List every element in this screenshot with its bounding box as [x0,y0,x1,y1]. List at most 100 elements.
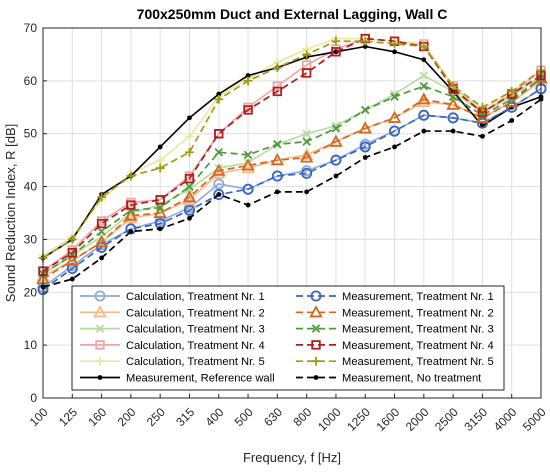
y-tick-label: 60 [24,74,38,88]
series-2-point [241,161,255,174]
series-2-point [212,166,226,179]
series-12-point [128,229,134,234]
series-7-point [330,154,342,166]
series-10-point [243,105,253,115]
series-12 [40,96,544,290]
legend-label: Calculation, Treatment Nr. 5 [126,356,265,368]
legend-label: Measurement, Treatment Nr. 3 [342,324,494,336]
series-7-point [271,170,283,182]
series-7-point [183,204,195,216]
series-6-point [392,49,397,55]
series-8-point [153,205,167,219]
series-7-point [447,112,459,124]
series-9-point [331,124,341,133]
legend-item: Measurement, Treatment Nr. 1 [296,290,494,303]
series-9-point [507,95,516,104]
series-12-point [509,118,515,123]
legend-point [95,324,105,333]
series-8-point [94,235,109,248]
series-11-point [419,42,429,51]
legend-point [313,375,319,380]
y-tick-label: 30 [24,232,38,246]
series-line [42,37,542,272]
series-11 [38,36,546,263]
series-10-point [67,247,77,258]
series-10-point [331,47,341,57]
series-3-point [302,129,311,138]
series-9-point [214,147,224,157]
series-5-point [155,155,165,165]
series-12-point [99,255,104,261]
series-6-point [362,44,368,49]
series-7-point [359,141,371,153]
legend-point [309,305,323,318]
series-12-point [245,202,251,208]
series-10-point [184,173,195,184]
legend: Calculation, Treatment Nr. 1 Measurement,… [71,285,505,391]
legend-item: Measurement, Treatment Nr. 3 [296,324,494,336]
legend-item: Calculation, Treatment Nr. 3 [80,324,265,336]
series-line [42,98,542,288]
series-8-point [358,121,372,134]
series-1-point [213,178,225,190]
series-9-point [185,182,194,191]
x-axis-title: Frequency, f [Hz] [243,450,341,465]
y-tick-label: 50 [24,127,38,141]
series-8-point [182,190,197,203]
legend-item: Measurement, Treatment Nr. 2 [296,305,494,319]
y-tick-label: 20 [24,285,38,299]
series-9-point [419,81,429,91]
series-line [42,40,542,259]
series-6-point [157,144,163,150]
series-line [42,77,542,275]
legend-label: Measurement, No treatment [342,373,482,385]
series-4-point [272,81,283,91]
series-8-point [446,97,460,110]
legend-point [97,375,103,380]
legend-point [311,324,321,333]
y-tick-label: 40 [24,180,38,194]
series-9 [38,73,546,279]
series-11-point [360,36,370,46]
series-11-point [507,87,517,96]
series-12-point [69,276,75,282]
series-8-point [241,158,255,171]
series-11-point [67,235,77,244]
series-6-point [187,115,192,121]
series-12-point [392,144,397,150]
series-9-point [360,105,370,115]
series-9-point [302,137,311,146]
y-tick-label: 70 [24,21,38,35]
legend-item: Calculation, Treatment Nr. 4 [80,340,265,352]
series-10-point [96,218,107,229]
series-9-point [68,251,77,260]
series-8-point [212,163,226,176]
series-9-point [478,110,487,120]
plot-frame [42,27,542,399]
series-line [42,88,542,291]
series-2-point [299,147,314,160]
series-3-point [331,121,341,131]
series-10-point [214,129,224,139]
series-12-point [216,192,222,197]
legend-point [311,340,321,350]
series-10-point [272,86,283,97]
series-12-point [333,173,339,179]
series-12-point [480,133,485,139]
series-10-point [301,68,312,78]
legend-label: Calculation, Treatment Nr. 2 [126,307,265,319]
legend-label: Measurement, Treatment Nr. 2 [342,307,494,319]
legend-box [71,285,505,391]
series-11-point [302,50,312,59]
series-8-point [417,92,431,105]
legend-label: Measurement, Treatment Nr. 1 [342,291,494,303]
series-11-point [478,102,487,112]
series-11-point [272,63,282,73]
series-11-point [97,192,106,202]
legend-item: Calculation, Treatment Nr. 2 [80,305,265,319]
series-9-point [390,92,399,101]
series-11-point [331,36,341,46]
legend-label: Measurement, Treatment Nr. 4 [342,340,494,352]
legend-label: Measurement, Reference wall [126,373,275,385]
